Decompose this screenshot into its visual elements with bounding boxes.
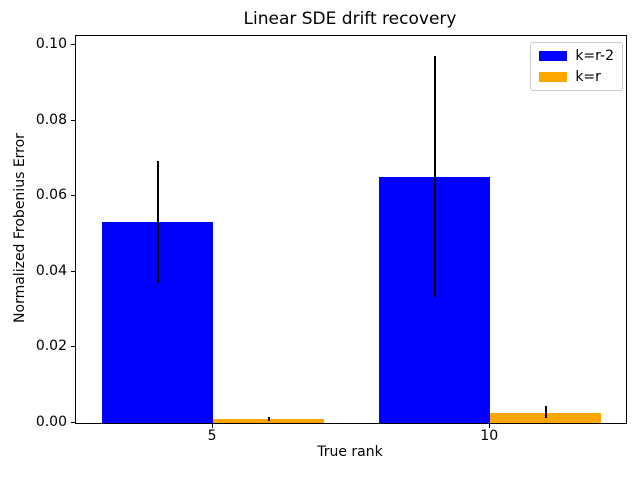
legend: k=r-2 k=r [530, 42, 623, 91]
chart-title: Linear SDE drift recovery [243, 9, 457, 29]
plot-area: k=r-2 k=r [75, 35, 627, 424]
legend-item-k=r-2: k=r-2 [539, 48, 614, 64]
y-tick-mark [71, 195, 75, 197]
error-bar-k=r-rank-10 [544, 406, 547, 419]
legend-item-k=r: k=r [539, 69, 614, 85]
x-axis-label: True rank [317, 444, 383, 460]
y-tick-label: 0.06 [35, 187, 67, 204]
legend-swatch-icon [539, 51, 568, 61]
y-tick-label: 0.08 [35, 111, 67, 128]
y-tick-label: 0.10 [35, 36, 67, 53]
legend-label: k=r-2 [575, 48, 614, 64]
error-bar-k=r-rank-5 [267, 416, 270, 422]
y-tick-label: 0.02 [35, 338, 67, 355]
y-tick-mark [71, 270, 75, 272]
error-bar-k=r-2-rank-5 [156, 161, 159, 283]
y-tick-mark [71, 119, 75, 121]
x-tick-mark [489, 424, 491, 428]
y-tick-mark [71, 422, 75, 423]
legend-label: k=r [575, 69, 601, 85]
legend-swatch-icon [539, 72, 568, 82]
y-tick-mark [71, 44, 75, 46]
y-tick-label: 0.00 [35, 414, 67, 430]
error-bar-k=r-2-rank-10 [433, 56, 436, 298]
x-tick-label: 10 [480, 428, 499, 444]
y-tick-mark [71, 346, 75, 348]
x-tick-label: 5 [207, 428, 217, 444]
y-tick-label: 0.04 [35, 262, 67, 279]
y-axis-label: Normalized Frobenius Error [12, 133, 28, 323]
x-tick-mark [212, 424, 214, 428]
